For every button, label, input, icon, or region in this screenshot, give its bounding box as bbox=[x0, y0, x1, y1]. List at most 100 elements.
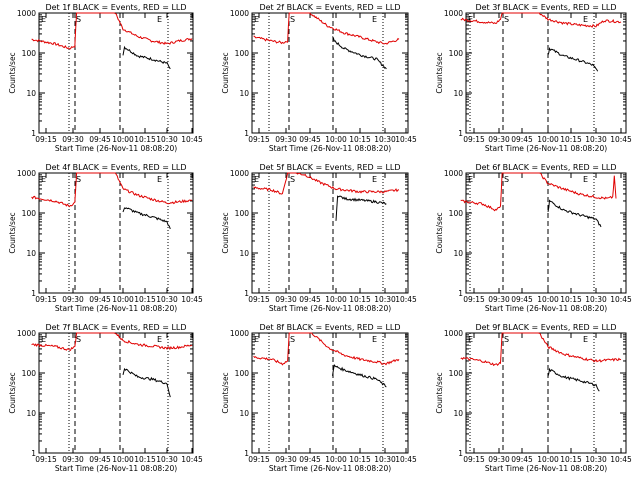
plot-frame bbox=[465, 332, 627, 454]
plot-frame bbox=[465, 12, 627, 134]
x-tick-label: 10:30 bbox=[585, 455, 607, 464]
y-axis-label: Counts/sec bbox=[435, 212, 444, 253]
x-axis-label: Start Time (26-Nov-11 08:08:20) bbox=[269, 464, 391, 473]
y-axis-label: Counts/sec bbox=[221, 52, 230, 93]
x-tick-label: 10:30 bbox=[585, 135, 607, 144]
y-tick-label: 1000 bbox=[444, 9, 463, 18]
y-tick-label: 100 bbox=[449, 209, 464, 218]
x-tick-label: 09:45 bbox=[299, 295, 321, 304]
x-tick-label: 09:15 bbox=[463, 295, 485, 304]
x-tick-label: 09:30 bbox=[488, 295, 510, 304]
x-axis-label: Start Time (26-Nov-11 08:08:20) bbox=[55, 304, 177, 313]
x-tick-label: 09:15 bbox=[35, 135, 57, 144]
panel-det-5: 1 10 100 1000 09:15 09:30 09:45 10:00 10:15 10:30… bbox=[221, 163, 417, 313]
x-tick-label: 09:30 bbox=[62, 455, 84, 464]
y-tick-label: 100 bbox=[22, 209, 37, 218]
events-series-line bbox=[122, 207, 171, 230]
time-marker-letter: S bbox=[76, 175, 81, 184]
y-axis-label: Counts/sec bbox=[8, 212, 17, 253]
lld-series-line bbox=[31, 172, 193, 208]
x-tick-label: 09:45 bbox=[299, 135, 321, 144]
chart-title: Det 8f BLACK = Events, RED = LLD bbox=[259, 323, 400, 332]
time-marker-letter: E bbox=[583, 15, 588, 24]
lld-series-line bbox=[253, 172, 400, 195]
x-axis-label: Start Time (26-Nov-11 08:08:20) bbox=[55, 144, 177, 153]
y-tick-label: 1 bbox=[458, 289, 463, 298]
events-series-line bbox=[122, 367, 171, 398]
events-series-line bbox=[335, 195, 387, 221]
y-tick-label: 1 bbox=[244, 129, 249, 138]
lld-series-line bbox=[31, 12, 193, 50]
y-tick-label: 10 bbox=[453, 89, 463, 98]
x-tick-label: 09:15 bbox=[35, 295, 57, 304]
x-tick-label: 09:30 bbox=[62, 295, 84, 304]
x-tick-label: 10:30 bbox=[156, 135, 178, 144]
time-marker-letter: E bbox=[468, 15, 473, 24]
y-tick-label: 1000 bbox=[17, 329, 36, 338]
x-tick-label: 09:15 bbox=[463, 455, 485, 464]
panel-det-2: 1 10 100 1000 09:15 09:30 09:45 10:00 10:15 10:30… bbox=[221, 3, 417, 153]
y-tick-label: 10 bbox=[26, 409, 36, 418]
chart-title: Det 2f BLACK = Events, RED = LLD bbox=[259, 3, 400, 12]
x-tick-label: 09:30 bbox=[62, 135, 84, 144]
time-marker-letter: E bbox=[41, 15, 46, 24]
y-axis-label: Counts/sec bbox=[221, 212, 230, 253]
y-tick-label: 1000 bbox=[17, 169, 36, 178]
time-marker-letter: E bbox=[254, 15, 259, 24]
events-series-line bbox=[547, 367, 600, 392]
x-tick-label: 10:15 bbox=[134, 135, 156, 144]
x-tick-label: 10:15 bbox=[349, 295, 371, 304]
y-tick-label: 10 bbox=[26, 89, 36, 98]
x-tick-label: 10:15 bbox=[349, 455, 371, 464]
chart-title: Det 6f BLACK = Events, RED = LLD bbox=[475, 163, 616, 172]
x-tick-label: 10:15 bbox=[134, 455, 156, 464]
x-axis-label: Start Time (26-Nov-11 08:08:20) bbox=[269, 304, 391, 313]
x-tick-label: 10:45 bbox=[395, 135, 417, 144]
x-tick-label: 10:15 bbox=[349, 135, 371, 144]
x-axis-label: Start Time (26-Nov-11 08:08:20) bbox=[269, 144, 391, 153]
time-marker-letter: E bbox=[157, 335, 162, 344]
x-tick-label: 10:00 bbox=[537, 295, 559, 304]
time-marker-letter: S bbox=[504, 175, 509, 184]
x-tick-label: 09:15 bbox=[463, 135, 485, 144]
y-tick-label: 1 bbox=[31, 289, 36, 298]
y-tick-label: 1000 bbox=[444, 169, 463, 178]
x-tick-label: 09:45 bbox=[511, 135, 533, 144]
events-series-line bbox=[332, 36, 387, 70]
x-tick-label: 10:45 bbox=[395, 455, 417, 464]
x-tick-label: 10:15 bbox=[560, 135, 582, 144]
lld-series-line bbox=[253, 332, 400, 366]
x-tick-label: 10:00 bbox=[325, 135, 347, 144]
y-tick-label: 1000 bbox=[230, 169, 249, 178]
x-tick-label: 09:45 bbox=[89, 295, 111, 304]
plot-frame bbox=[38, 332, 194, 454]
chart-title: Det 9f BLACK = Events, RED = LLD bbox=[475, 323, 616, 332]
y-tick-label: 1 bbox=[244, 449, 249, 458]
x-tick-label: 09:30 bbox=[275, 455, 297, 464]
x-tick-label: 10:45 bbox=[610, 295, 632, 304]
x-tick-label: 10:30 bbox=[374, 135, 396, 144]
x-tick-label: 09:15 bbox=[248, 455, 270, 464]
y-tick-label: 1000 bbox=[17, 9, 36, 18]
x-tick-label: 10:45 bbox=[610, 455, 632, 464]
events-series-line bbox=[547, 47, 599, 72]
x-tick-label: 10:00 bbox=[325, 455, 347, 464]
time-marker-letter: S bbox=[290, 15, 295, 24]
events-series-line bbox=[547, 199, 602, 228]
y-axis-label: Counts/sec bbox=[435, 372, 444, 413]
y-tick-label: 100 bbox=[235, 209, 250, 218]
x-tick-label: 09:30 bbox=[275, 135, 297, 144]
x-tick-label: 10:30 bbox=[374, 455, 396, 464]
y-axis-label: Counts/sec bbox=[435, 52, 444, 93]
lld-series-line bbox=[460, 332, 622, 367]
time-marker-letter: E bbox=[583, 175, 588, 184]
y-tick-label: 100 bbox=[235, 369, 250, 378]
x-tick-label: 09:45 bbox=[511, 455, 533, 464]
x-tick-label: 10:30 bbox=[156, 295, 178, 304]
lld-series-line bbox=[460, 12, 622, 28]
time-marker-letter: S bbox=[504, 335, 509, 344]
x-tick-label: 10:00 bbox=[325, 295, 347, 304]
y-tick-label: 100 bbox=[235, 49, 250, 58]
x-axis-label: Start Time (26-Nov-11 08:08:20) bbox=[55, 464, 177, 473]
lld-series-line bbox=[460, 172, 617, 212]
